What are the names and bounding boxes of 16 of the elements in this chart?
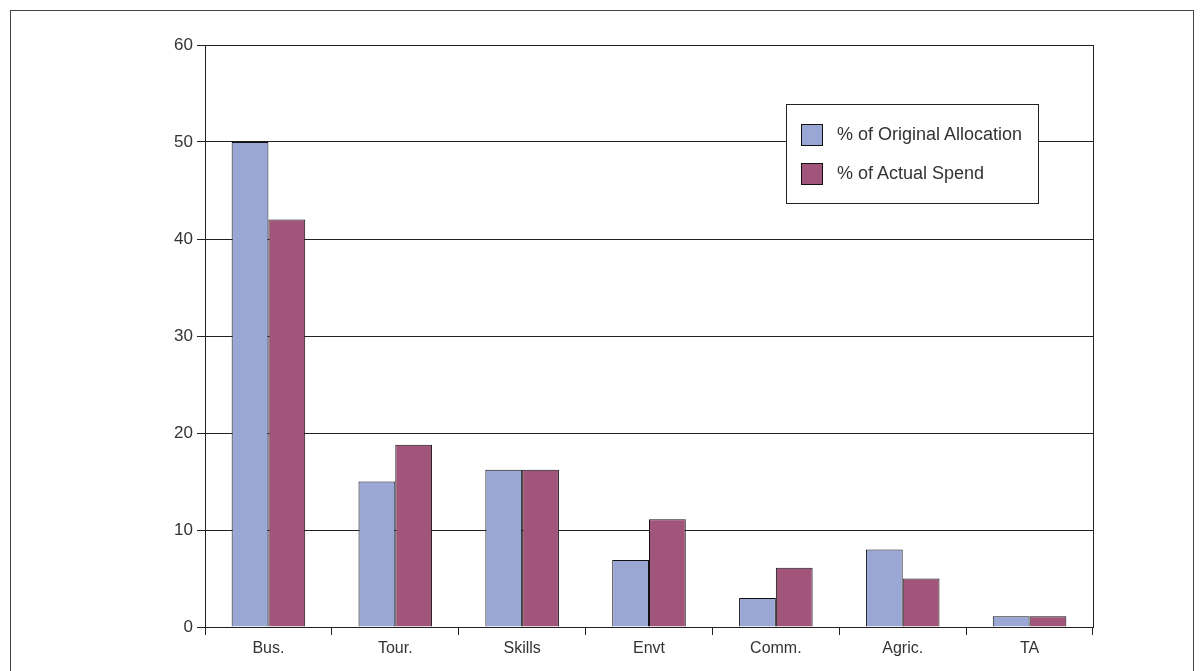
x-tick-label: Comm. (750, 639, 802, 657)
y-tick-label: 20 (174, 422, 193, 442)
y-tick-label: 50 (174, 131, 193, 151)
x-tick-label: Skills (503, 639, 541, 657)
y-tick-label: 40 (174, 228, 193, 248)
x-tick-label: Envt (632, 639, 666, 657)
x-tick-label: Tour. (377, 639, 413, 657)
y-tick-label: 60 (174, 34, 193, 54)
x-tick-label: Bus. (252, 639, 285, 657)
y-tick-label: 0 (183, 616, 193, 636)
x-tick-label: TA (1019, 639, 1040, 657)
x-tick-label: Agric. (882, 639, 924, 657)
legend-label: % of Original Allocation (837, 124, 1023, 145)
y-tick-label: 10 (174, 519, 193, 539)
legend-label: % of Actual Spend (837, 163, 985, 184)
y-tick-label: 30 (174, 325, 193, 345)
